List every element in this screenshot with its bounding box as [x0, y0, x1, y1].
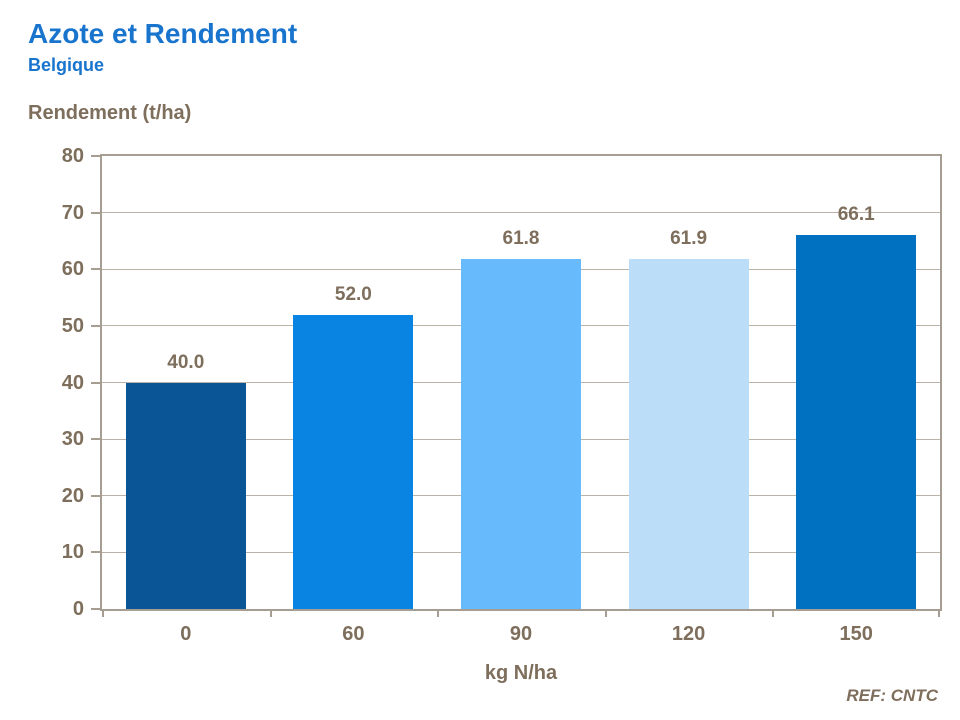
bar-150: [796, 234, 917, 609]
y-tick-label-0: 0: [72, 598, 84, 620]
y-tick-80: [91, 155, 100, 157]
x-tick-label-0: 0: [180, 623, 192, 645]
x-tick-5: [938, 609, 940, 617]
y-tick-label-40: 40: [61, 371, 84, 394]
y-tick-label-30: 30: [61, 428, 84, 451]
y-tick-40: [91, 381, 100, 384]
y-tick-20: [91, 494, 100, 497]
y-tick-70: [91, 211, 100, 214]
bar-0: [125, 382, 246, 609]
page-subtitle: Belgique: [28, 55, 105, 75]
y-tick-10: [91, 551, 100, 554]
x-tick-1: [269, 609, 272, 617]
y-tick-label-70: 70: [61, 201, 84, 224]
bar-90: [461, 259, 581, 609]
bar-value-label-150: 66.1: [837, 203, 875, 225]
x-tick-label-90: 90: [509, 623, 533, 645]
x-tick-4: [772, 609, 775, 617]
bar-value-label-0: 40.0: [167, 351, 205, 373]
page-title: Azote et Rendement: [28, 18, 298, 49]
reference-note: REF: CNTC: [846, 686, 938, 705]
y-tick-60: [91, 268, 100, 271]
bar-value-label-120: 61.9: [670, 227, 708, 249]
x-tick-2: [437, 609, 440, 617]
chart-plot-area: 0 10 20 30 40 50 60 70 80 40.0 0 52.0 60 61.8 90 61.9 12…: [62, 145, 942, 645]
x-tick-label-150: 150: [839, 623, 873, 645]
x-tick-label-120: 120: [671, 623, 706, 645]
x-axis-title: kg N/ha: [484, 662, 558, 684]
y-tick-50: [91, 324, 100, 327]
bar-value-label-90: 61.8: [502, 228, 540, 250]
y-tick-label-50: 50: [61, 314, 84, 337]
y-tick-label-80: 80: [61, 145, 84, 167]
y-tick-label-20: 20: [61, 484, 84, 507]
gridline-y-70: [102, 212, 940, 214]
bar-60: [293, 314, 414, 609]
y-tick-label-60: 60: [61, 258, 84, 281]
bar-120: [628, 258, 749, 609]
y-tick-label-10: 10: [61, 541, 84, 564]
bar-value-label-60: 52.0: [334, 283, 372, 305]
y-tick-0: [91, 608, 100, 610]
y-tick-30: [91, 438, 100, 441]
x-tick-label-60: 60: [342, 623, 365, 645]
y-axis-title: Rendement (t/ha): [28, 102, 192, 124]
x-tick-3: [604, 609, 607, 617]
x-tick-0: [102, 609, 104, 617]
